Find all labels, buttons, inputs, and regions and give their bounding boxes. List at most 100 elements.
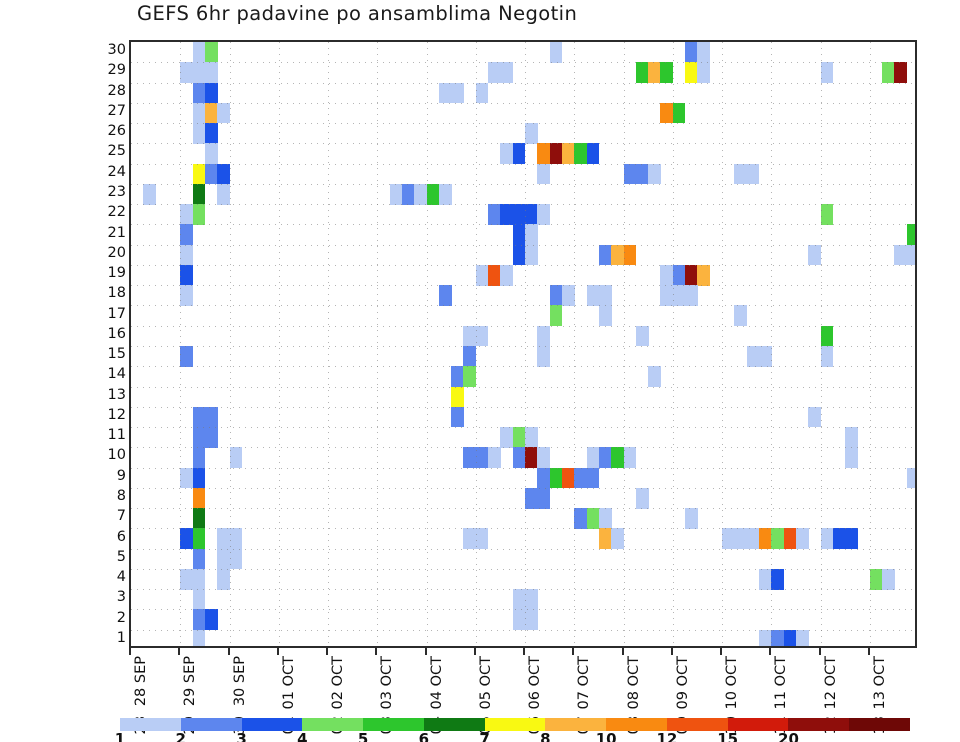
heatmap-cell: [192, 629, 206, 646]
colorbar-segment: [666, 718, 728, 731]
heatmap-cell: [512, 204, 526, 225]
y-tick-label-22: 22: [107, 204, 126, 221]
heatmap-cell: [623, 163, 637, 185]
colorbar-tick-10: 10: [595, 730, 617, 742]
heatmap-cell: [660, 264, 674, 286]
heatmap-cell: [217, 548, 230, 570]
y-tick-label-21: 21: [107, 224, 126, 241]
heatmap-cell: [672, 285, 686, 306]
heatmap-cell: [574, 508, 587, 529]
x-tick-label-04: 04 OCT: [428, 656, 445, 710]
heatmap-cell: [771, 568, 784, 590]
heatmap-cell: [217, 183, 230, 205]
y-tick-label-15: 15: [107, 345, 126, 362]
heatmap-cell: [204, 427, 218, 448]
heatmap-cell: [808, 244, 821, 266]
x-axis: 28 SEP2829 SEP2930 SEP3001 OCT0102 OCT02…: [129, 656, 917, 734]
heatmap-cell: [401, 183, 415, 205]
x-tick-mark: [424, 648, 427, 655]
heatmap-cell: [549, 143, 563, 164]
heatmap-cell: [475, 447, 489, 468]
heatmap-cell: [180, 467, 193, 489]
heatmap-cell: [525, 609, 538, 631]
heatmap-cell: [845, 427, 858, 448]
heatmap-cell: [475, 325, 489, 347]
colorbar-segment: [484, 718, 546, 731]
heatmap-cell: [746, 346, 760, 367]
y-tick-label-28: 28: [107, 82, 126, 99]
y-tick-label-17: 17: [107, 305, 126, 322]
heatmap-cell: [685, 285, 698, 306]
heatmap-cell: [475, 264, 489, 286]
heatmap-cell: [845, 447, 858, 468]
heatmap-cell: [438, 183, 452, 205]
heatmap-cell: [180, 264, 193, 286]
heatmap-cell: [758, 629, 772, 646]
heatmap-cell: [685, 508, 698, 529]
x-tick-label-06: 06 OCT: [527, 656, 543, 710]
heatmap-cell: [685, 62, 698, 83]
heatmap-cell: [598, 305, 612, 327]
heatmap-cell: [451, 386, 464, 408]
heatmap-cell: [500, 427, 514, 448]
heatmap-cell: [204, 163, 218, 185]
x-tick-label-11: 11 OCT: [773, 656, 790, 710]
heatmap-cell: [192, 467, 206, 489]
x-tick-label-10: 10 OCT: [724, 656, 740, 710]
heatmap-cell: [537, 467, 551, 489]
x-tick-label-13: 13 OCT: [871, 656, 888, 710]
heatmap-cell: [611, 447, 624, 468]
heatmap-cell: [512, 609, 526, 631]
x-tick-mark: [867, 648, 870, 655]
heatmap-cell: [537, 447, 551, 468]
heatmap-cell: [204, 42, 218, 63]
heatmap-cell: [500, 264, 514, 286]
colorbar-segment: [180, 718, 242, 731]
heatmap-cell: [180, 204, 193, 225]
heatmap-cell: [525, 589, 538, 610]
heatmap-cell: [598, 285, 612, 306]
heatmap-cell: [217, 568, 230, 590]
heatmap-cell: [463, 447, 477, 468]
x-tick-label-05: 05 OCT: [477, 656, 494, 710]
heatmap-cell: [722, 528, 735, 550]
heatmap-cell: [180, 244, 193, 266]
heatmap-cell: [525, 244, 538, 266]
colorbar-legend: 1 2 3 4 5 6 7 8 10 12 15 20: [115, 718, 910, 742]
heatmap-cell: [635, 487, 649, 509]
x-tick-label-30: 30 SEP: [231, 656, 248, 707]
x-tick-label-09: 09 OCT: [674, 656, 691, 710]
heatmap-cell: [180, 346, 193, 367]
heatmap-cell: [192, 406, 206, 428]
heatmap-cell: [685, 42, 698, 63]
y-tick-label-5: 5: [116, 548, 126, 565]
heatmap-cell: [500, 204, 514, 225]
heatmap-cell: [229, 447, 243, 468]
heatmap-cell: [192, 487, 206, 509]
y-tick-label-16: 16: [107, 325, 126, 342]
heatmap-cell: [537, 204, 551, 225]
heatmap-cell: [192, 42, 206, 63]
heatmap-cell: [820, 204, 834, 225]
x-tick-mark: [326, 648, 328, 655]
heatmap-cell: [204, 102, 218, 124]
heatmap-cell: [537, 143, 551, 164]
heatmap-cell: [783, 528, 797, 550]
heatmap-cell: [832, 528, 846, 550]
colorbar-segment: [120, 718, 181, 731]
heatmap-cell: [598, 447, 612, 468]
heatmap-cell: [635, 163, 649, 185]
colorbar-tick-4: 4: [297, 730, 308, 742]
y-tick-label-29: 29: [107, 62, 126, 79]
heatmap-cell: [512, 143, 526, 164]
heatmap-cell: [229, 548, 243, 570]
heatmap-cell: [438, 285, 452, 306]
colorbar-segment: [849, 718, 910, 731]
heatmap-cell: [561, 467, 575, 489]
heatmap-cell: [204, 143, 218, 164]
heatmap-cell: [598, 508, 612, 529]
heatmap-cell: [734, 305, 748, 327]
heatmap-cell: [180, 224, 193, 246]
heatmap-cell: [648, 163, 661, 185]
heatmap-cell: [894, 244, 908, 266]
